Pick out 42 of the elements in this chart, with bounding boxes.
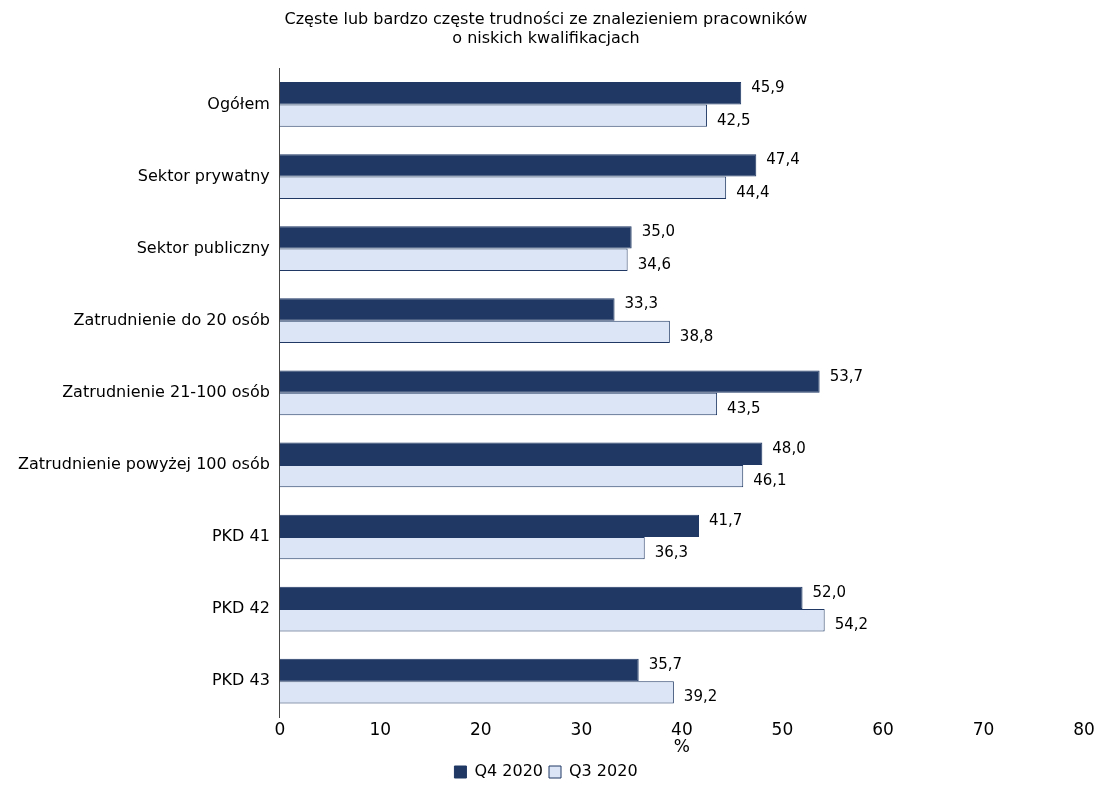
- data-label: 38,8: [679, 326, 714, 345]
- text: o niskich kwalifikacjach: [452, 27, 640, 47]
- data-label: 35,7: [648, 654, 683, 673]
- data-label: 41,7: [709, 510, 743, 529]
- x-tick-label: 70: [972, 718, 995, 739]
- y-tick-label: Zatrudnienie 21-100 osób: [62, 381, 270, 401]
- data-label: 34,6: [637, 254, 672, 273]
- data-label: 36,3: [654, 543, 689, 562]
- data-label: 53,7: [829, 366, 864, 385]
- x-tick-label: 80: [1073, 718, 1095, 739]
- data-label: 33,3: [624, 294, 658, 313]
- x-tick-label: 0: [274, 718, 286, 739]
- legend-label: Q3 2020: [569, 761, 638, 781]
- y-tick-label: Zatrudnienie do 20 osób: [73, 309, 270, 329]
- data-label: 47,4: [766, 150, 800, 169]
- x-tick-label: 30: [570, 718, 593, 739]
- x-tick-label: 10: [369, 718, 392, 739]
- data-label: 45,9: [751, 78, 785, 97]
- data-label: 48,0: [772, 438, 806, 457]
- y-tick-label: Sektor prywatny: [137, 165, 270, 185]
- y-tick-label: PKD 43: [211, 670, 270, 690]
- data-label: 42,5: [717, 110, 751, 129]
- data-label: 44,4: [736, 182, 770, 201]
- x-tick-label: 40: [671, 718, 693, 739]
- data-label: 46,1: [753, 470, 787, 489]
- y-tick-label: Ogółem: [207, 93, 270, 113]
- x-tick-label: 20: [470, 718, 492, 739]
- text: Częste lub bardzo częste trudności ze znalezieniem pracowników: [284, 8, 808, 28]
- y-tick-label: PKD 42: [211, 598, 270, 618]
- x-tick-label: 60: [872, 718, 894, 739]
- data-label: 39,2: [683, 687, 718, 706]
- y-tick-label: PKD 41: [211, 526, 270, 546]
- data-label: 52,0: [812, 582, 846, 601]
- legend-label: Q4 2020: [474, 761, 543, 781]
- x-axis-title: %: [673, 736, 690, 757]
- data-label: 43,5: [727, 398, 761, 417]
- y-tick-label: Zatrudnienie powyżej 100 osób: [18, 454, 270, 474]
- data-label: 35,0: [641, 222, 676, 241]
- data-label: 54,2: [834, 615, 869, 634]
- y-tick-label: Sektor publiczny: [136, 237, 270, 257]
- x-tick-label: 50: [771, 718, 794, 739]
- bar: [279, 658, 639, 682]
